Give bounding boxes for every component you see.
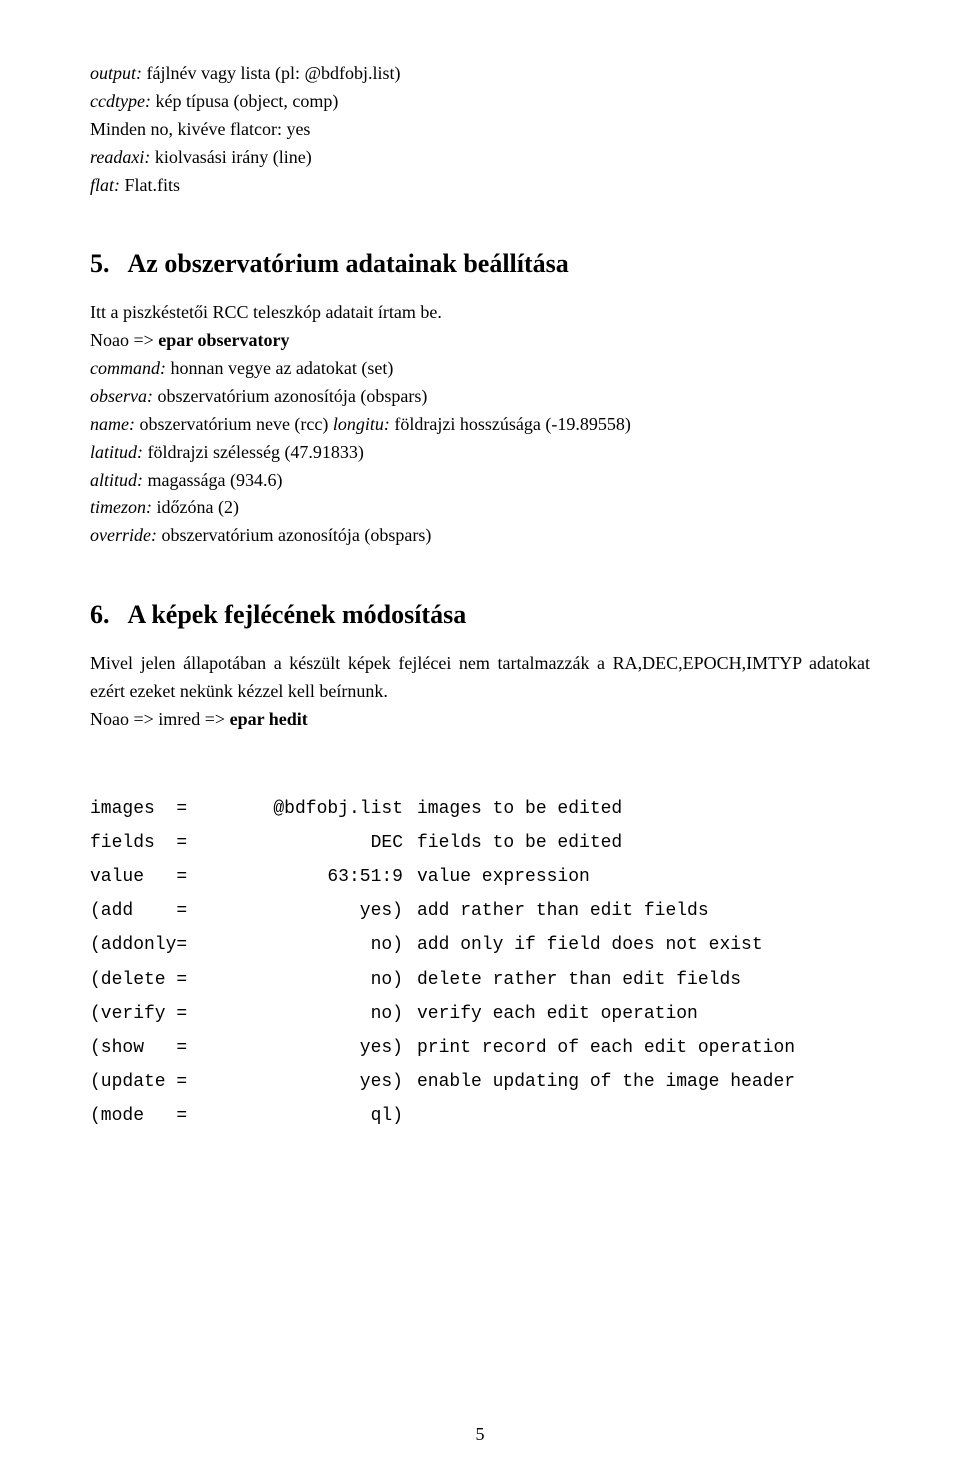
param-description: add rather than edit fields bbox=[403, 894, 709, 928]
param-row: (mode =ql) bbox=[90, 1099, 870, 1133]
param-label: observa: bbox=[90, 386, 153, 406]
command-bold: epar hedit bbox=[230, 709, 308, 729]
command-prefix: Noao => bbox=[90, 330, 158, 350]
param-value: no) bbox=[198, 997, 403, 1031]
page-number: 5 bbox=[0, 1421, 960, 1449]
param-description: value expression bbox=[403, 860, 590, 894]
param-label: latitud: bbox=[90, 442, 143, 462]
section-5-params: command: honnan vegye az adatokat (set) … bbox=[90, 355, 870, 550]
param-label: name: bbox=[90, 414, 135, 434]
param-text: földrajzi hosszúsága (-19.89558) bbox=[390, 414, 631, 434]
param-label: timezon: bbox=[90, 497, 152, 517]
param-text: obszervatórium azonosítója (obspars) bbox=[157, 525, 431, 545]
param-text: Minden no, kivéve flatcor: yes bbox=[90, 116, 870, 144]
section-6-command: Noao => imred => epar hedit bbox=[90, 706, 870, 734]
param-block-top: output: fájlnév vagy lista (pl: @bdfobj.… bbox=[90, 60, 870, 199]
param-value: ql) bbox=[198, 1099, 403, 1133]
param-value: DEC bbox=[198, 826, 403, 860]
param-name: (mode = bbox=[90, 1099, 198, 1133]
param-label: command: bbox=[90, 358, 166, 378]
command-prefix: Noao => imred => bbox=[90, 709, 230, 729]
param-description: images to be edited bbox=[403, 792, 622, 826]
param-name: (verify = bbox=[90, 997, 198, 1031]
section-5-heading: 5. Az obszervatórium adatainak beállítása bbox=[90, 247, 870, 281]
param-row: images =@bdfobj.listimages to be edited bbox=[90, 792, 870, 826]
command-bold: epar observatory bbox=[158, 330, 289, 350]
param-text: földrajzi szélesség (47.91833) bbox=[143, 442, 364, 462]
param-label: altitud: bbox=[90, 470, 143, 490]
param-value: yes) bbox=[198, 1031, 403, 1065]
param-label: override: bbox=[90, 525, 157, 545]
param-name: fields = bbox=[90, 826, 198, 860]
param-description bbox=[403, 1099, 417, 1133]
param-text: magassága (934.6) bbox=[143, 470, 282, 490]
param-label: flat: bbox=[90, 175, 120, 195]
param-name: (delete = bbox=[90, 963, 198, 997]
hedit-param-table: images =@bdfobj.listimages to be editedf… bbox=[90, 792, 870, 1134]
param-label: output: bbox=[90, 63, 142, 83]
param-description: add only if field does not exist bbox=[403, 928, 763, 962]
param-name: value = bbox=[90, 860, 198, 894]
param-text: fájlnév vagy lista (pl: @bdfobj.list) bbox=[142, 63, 401, 83]
param-value: 63:51:9 bbox=[198, 860, 403, 894]
param-text: kép típusa (object, comp) bbox=[151, 91, 338, 111]
section-number: 6. bbox=[90, 600, 110, 629]
param-row: value =63:51:9value expression bbox=[90, 860, 870, 894]
section-title: Az obszervatórium adatainak beállítása bbox=[128, 249, 569, 278]
param-value: yes) bbox=[198, 894, 403, 928]
param-label: longitu: bbox=[333, 414, 390, 434]
param-row: (update =yes)enable updating of the imag… bbox=[90, 1065, 870, 1099]
param-description: fields to be edited bbox=[403, 826, 622, 860]
section-6-heading: 6. A képek fejlécének módosítása bbox=[90, 598, 870, 632]
param-description: print record of each edit operation bbox=[403, 1031, 795, 1065]
section-number: 5. bbox=[90, 249, 110, 278]
param-text: időzóna (2) bbox=[152, 497, 239, 517]
param-name: (show = bbox=[90, 1031, 198, 1065]
param-text: obszervatórium neve (rcc) bbox=[135, 414, 333, 434]
section-5-command: Noao => epar observatory bbox=[90, 327, 870, 355]
param-value: no) bbox=[198, 928, 403, 962]
param-label: ccdtype: bbox=[90, 91, 151, 111]
param-row: (add =yes)add rather than edit fields bbox=[90, 894, 870, 928]
param-value: yes) bbox=[198, 1065, 403, 1099]
param-name: (addonly= bbox=[90, 928, 198, 962]
param-text: kiolvasási irány (line) bbox=[150, 147, 311, 167]
param-value: @bdfobj.list bbox=[198, 792, 403, 826]
section-6-para1: Mivel jelen állapotában a készült képek … bbox=[90, 650, 870, 706]
param-label: readaxi: bbox=[90, 147, 150, 167]
section-5-intro: Itt a piszkéstetői RCC teleszkóp adatait… bbox=[90, 299, 870, 327]
param-row: fields =DECfields to be edited bbox=[90, 826, 870, 860]
param-row: (verify =no)verify each edit operation bbox=[90, 997, 870, 1031]
param-text: obszervatórium azonosítója (obspars) bbox=[153, 386, 427, 406]
param-name: images = bbox=[90, 792, 198, 826]
param-value: no) bbox=[198, 963, 403, 997]
param-row: (addonly=no)add only if field does not e… bbox=[90, 928, 870, 962]
param-text: Flat.fits bbox=[120, 175, 180, 195]
param-description: delete rather than edit fields bbox=[403, 963, 741, 997]
param-description: enable updating of the image header bbox=[403, 1065, 795, 1099]
section-title: A képek fejlécének módosítása bbox=[128, 600, 467, 629]
param-description: verify each edit operation bbox=[403, 997, 698, 1031]
param-name: (add = bbox=[90, 894, 198, 928]
param-name: (update = bbox=[90, 1065, 198, 1099]
param-row: (delete =no)delete rather than edit fiel… bbox=[90, 963, 870, 997]
param-row: (show =yes)print record of each edit ope… bbox=[90, 1031, 870, 1065]
param-text: honnan vegye az adatokat (set) bbox=[166, 358, 393, 378]
